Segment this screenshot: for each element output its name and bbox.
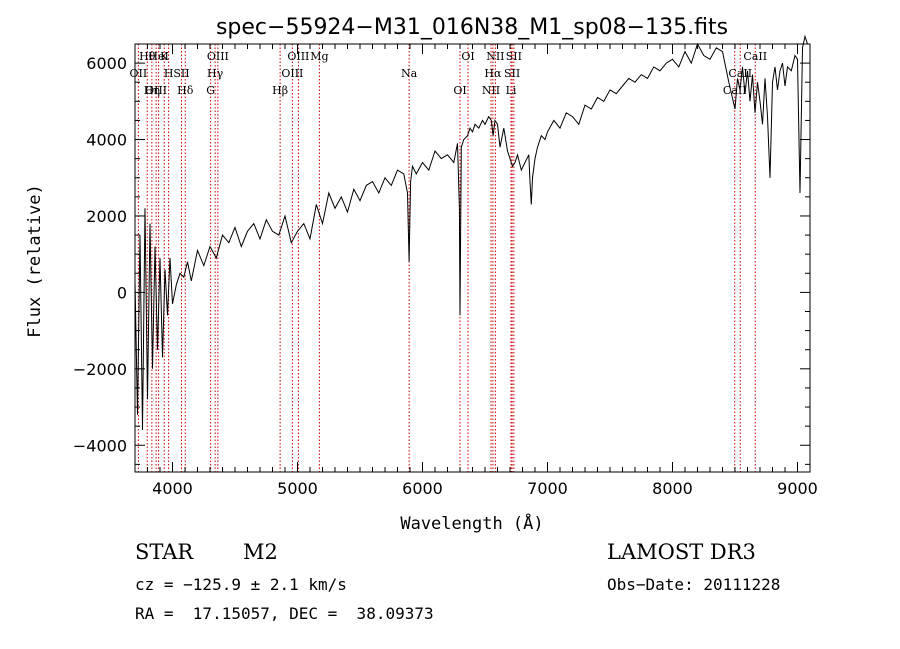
line-label: Mg xyxy=(310,50,328,63)
line-label: OII xyxy=(130,67,148,80)
line-label: Hα xyxy=(484,67,502,80)
line-label: CaII xyxy=(743,50,767,63)
line-label: SII xyxy=(173,67,189,80)
line-label: Hδ xyxy=(177,84,194,97)
coordinates: RA = 17.15057, DEC = 38.09373 xyxy=(135,604,434,623)
y-tick-label: 0 xyxy=(117,283,127,302)
radial-velocity: cz = −125.9 ± 2.1 km/s xyxy=(135,575,347,594)
x-axis-label: Wavelength (Å) xyxy=(400,512,543,534)
line-label: Na xyxy=(401,67,418,80)
emission-line-labels: Hθ OII OIII KH Hη HeI SII Hδ OIII Hγ G OIII OIII Hβ Mg… xyxy=(130,50,768,97)
line-label: OIII xyxy=(145,84,167,97)
y-axis: −4000 −2000 0 2000 4000 6000 xyxy=(73,43,810,465)
line-label: CaII xyxy=(723,84,747,97)
line-label: Hβ xyxy=(272,84,288,97)
x-tick-label: 4000 xyxy=(152,479,193,498)
survey-label: LAMOST DR3 xyxy=(607,540,756,564)
y-tick-label: 4000 xyxy=(86,131,127,150)
emission-line-markers xyxy=(137,44,756,472)
y-tick-label: −4000 xyxy=(73,436,127,455)
line-label: SII xyxy=(506,50,522,63)
line-label: Li xyxy=(506,84,517,97)
line-label: OIII xyxy=(207,50,229,63)
y-tick-label: −2000 xyxy=(73,360,127,379)
line-label: CaII xyxy=(728,67,752,80)
line-label: K xyxy=(160,50,169,63)
line-label: SII xyxy=(504,67,520,80)
line-label: NII xyxy=(482,84,500,97)
line-label: OIII xyxy=(281,67,303,80)
line-label: Hη xyxy=(144,84,160,97)
line-label: Hγ xyxy=(207,67,224,80)
x-tick-label: 5000 xyxy=(277,479,318,498)
y-axis-label: Flux (relative) xyxy=(25,184,45,338)
line-label: OIII xyxy=(287,50,309,63)
line-label: H xyxy=(164,67,174,80)
observation-date: Obs−Date: 20111228 xyxy=(607,575,781,594)
x-tick-label: 8000 xyxy=(652,479,693,498)
spectrum-series xyxy=(134,34,808,431)
line-label: HeI xyxy=(148,50,168,63)
class-label: STAR xyxy=(135,540,194,564)
x-tick-label: 6000 xyxy=(402,479,443,498)
line-label: Hθ xyxy=(139,50,156,63)
x-tick-label: 7000 xyxy=(527,479,568,498)
line-label: OI xyxy=(453,84,466,97)
y-tick-label: 6000 xyxy=(86,54,127,73)
subclass-label: M2 xyxy=(243,540,278,564)
x-axis: 4000 5000 6000 7000 8000 9000 xyxy=(134,44,818,498)
chart-title: spec−55924−M31_016N38_M1_sp08−135.fits xyxy=(216,15,728,40)
line-label: G xyxy=(206,84,215,97)
y-tick-label: 2000 xyxy=(86,207,127,226)
line-label: NII xyxy=(486,50,504,63)
x-tick-label: 9000 xyxy=(777,479,818,498)
plot-frame xyxy=(134,43,811,473)
spectrum-line xyxy=(134,34,808,431)
line-label: OI xyxy=(461,50,474,63)
